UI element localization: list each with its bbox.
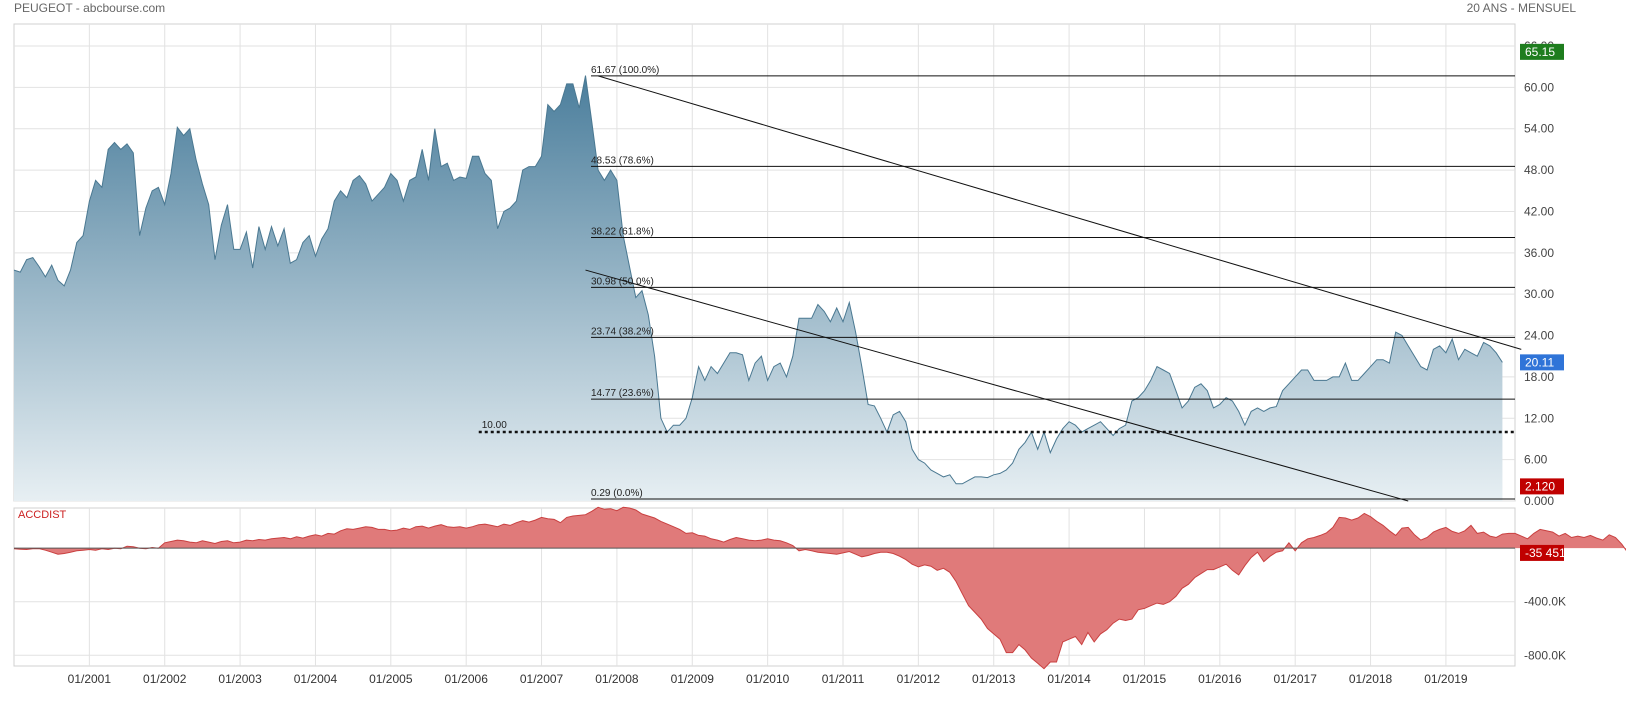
trendlines [585, 75, 1522, 502]
x-tick-label: 01/2007 [520, 672, 564, 686]
y-tick-label: 0.000 [1524, 494, 1554, 508]
indicator-panel-frame [13, 507, 1516, 667]
fib-level-label: 30.98 (50.0%) [591, 276, 654, 287]
support-label: 10.00 [482, 420, 507, 431]
x-tick-label: 01/2013 [972, 672, 1016, 686]
price-area [13, 75, 1503, 501]
fib-level-label: 0.29 (0.0%) [591, 488, 643, 499]
x-tick-label: 01/2009 [671, 672, 715, 686]
fib-level-label: 38.22 (61.8%) [591, 227, 654, 238]
fib-level-label: 48.53 (78.6%) [591, 155, 654, 166]
y-tick-label: 12.00 [1524, 411, 1554, 425]
indicator-y-tick-label: -800.0K [1524, 648, 1566, 662]
y-tick-label: 60.00 [1524, 80, 1554, 94]
fib-level-label: 23.74 (38.2%) [591, 326, 654, 337]
y-tick-label: 36.00 [1524, 246, 1554, 260]
accdist-line [13, 506, 1626, 670]
chart-period: 20 ANS - MENSUEL [1466, 1, 1576, 15]
chart-title: PEUGEOT - abcbourse.com [14, 1, 166, 15]
fibonacci-levels: 61.67 (100.0%) 48.53 (78.6%) 38.22 (61.8%)… [478, 65, 1515, 500]
x-tick-label: 01/2006 [444, 672, 488, 686]
y-tick-label: 6.00 [1524, 453, 1548, 467]
y-tick-label: 48.00 [1524, 163, 1554, 177]
x-tick-label: 01/2005 [369, 672, 413, 686]
high-badge-bg [1520, 43, 1564, 60]
x-tick-label: 01/2008 [595, 672, 639, 686]
x-tick-label: 01/2012 [897, 672, 941, 686]
y-tick-label: 30.00 [1524, 287, 1554, 301]
price-area-fill [14, 75, 1503, 501]
y-tick-label: 24.00 [1524, 329, 1554, 343]
x-tick-label: 01/2004 [294, 672, 338, 686]
x-tick-label: 01/2003 [218, 672, 262, 686]
x-tick-label: 01/2002 [143, 672, 187, 686]
accdist-badge: -35 451 [1525, 546, 1566, 560]
x-tick-label: 01/2001 [68, 672, 112, 686]
y-tick-label: 18.00 [1524, 370, 1554, 384]
value-badges: 65.15 20.11 2.120 -35 451 [1520, 43, 1566, 561]
x-tick-label: 01/2010 [746, 672, 790, 686]
y-tick-label: 42.00 [1524, 204, 1554, 218]
price-line [13, 75, 1503, 485]
fib-level-label: 14.77 (23.6%) [591, 388, 654, 399]
accdist-area [13, 506, 1626, 670]
x-tick-label: 01/2015 [1123, 672, 1167, 686]
accdist-badge-bg [1520, 544, 1564, 561]
x-tick-label: 01/2018 [1349, 672, 1393, 686]
fib-level-label: 61.67 (100.0%) [591, 65, 659, 76]
trendline [597, 75, 1522, 350]
x-tick-label: 01/2017 [1273, 672, 1317, 686]
last-badge-bg [1520, 354, 1564, 371]
high-badge: 65.15 [1525, 45, 1555, 59]
accdist-fill [14, 507, 1626, 669]
x-tick-label: 01/2011 [822, 672, 865, 686]
x-tick-label: 01/2019 [1424, 672, 1468, 686]
trendline [585, 269, 1409, 502]
x-tick-label: 01/2016 [1198, 672, 1242, 686]
last-badge: 20.11 [1525, 355, 1554, 369]
y-tick-label: 54.00 [1524, 122, 1554, 136]
low-badge: 2.120 [1525, 479, 1555, 493]
x-tick-label: 01/2014 [1047, 672, 1091, 686]
indicator-y-tick-label: -400.0K [1524, 595, 1566, 609]
accdist-title: ACCDIST [18, 509, 67, 521]
low-badge-bg [1520, 478, 1564, 495]
